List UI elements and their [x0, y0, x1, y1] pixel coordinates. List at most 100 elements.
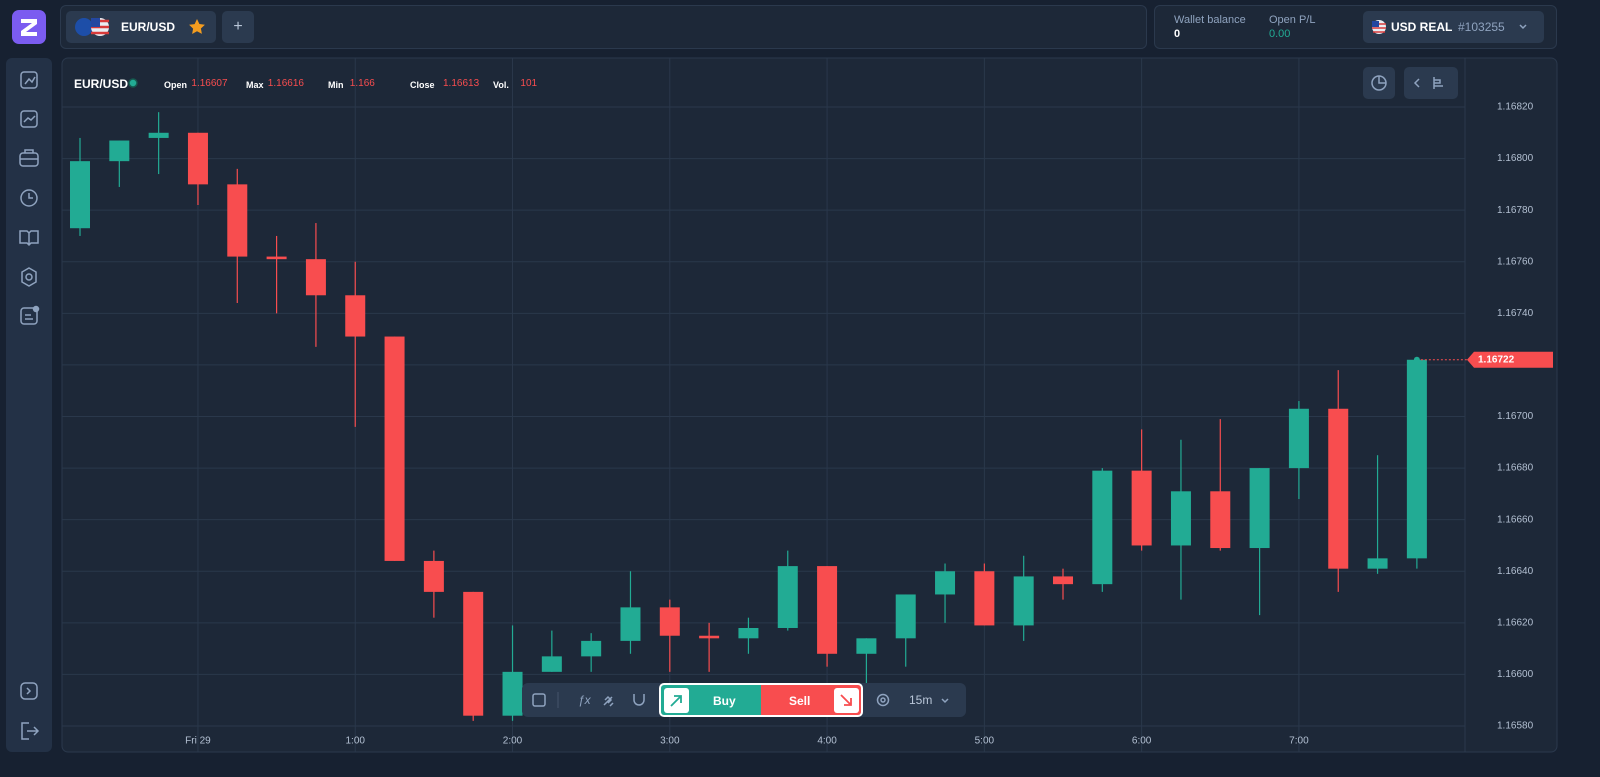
candle-body — [1288, 408, 1309, 469]
tool-icons: ƒx — [532, 692, 645, 708]
x-tick-label: 7:00 — [1289, 736, 1309, 747]
candle-body — [1170, 491, 1191, 546]
y-tick-label: 1.16620 — [1497, 617, 1534, 628]
stat-label: Max — [246, 80, 264, 90]
candle-body — [1406, 359, 1427, 559]
sell-icon — [834, 688, 859, 713]
candle-body — [1367, 558, 1388, 569]
y-tick-label: 1.16780 — [1497, 205, 1534, 216]
candle-body — [581, 640, 602, 657]
pl-value: 0.00 — [1269, 28, 1291, 40]
favorite-star[interactable] — [188, 18, 206, 36]
candle-body — [148, 132, 169, 138]
candle-body — [620, 607, 641, 641]
y-tick-label: 1.16680 — [1497, 463, 1534, 474]
y-tick-label: 1.16760 — [1497, 256, 1534, 267]
buy-label: Buy — [713, 694, 736, 708]
x-tick-label: 3:00 — [660, 736, 680, 747]
live-dot — [128, 78, 138, 88]
stat-label: Min — [328, 80, 344, 90]
pair-flags — [75, 18, 109, 36]
last-price-dot — [1413, 356, 1420, 363]
candle-body — [699, 635, 720, 639]
chart-type-button[interactable] — [1363, 67, 1395, 99]
stat-value: 101 — [520, 78, 538, 89]
chevron — [1519, 24, 1527, 30]
candle-body — [463, 591, 484, 716]
candle-body — [305, 259, 326, 296]
y-tick-label: 1.16820 — [1497, 102, 1534, 113]
logo-icon — [21, 19, 37, 36]
logo[interactable] — [12, 10, 46, 44]
candle-body — [266, 256, 287, 260]
stat-label: Close — [410, 80, 435, 90]
candle-body — [738, 627, 759, 639]
x-tick-label: Fri 29 — [185, 736, 211, 747]
sell-button[interactable]: Sell — [761, 683, 863, 717]
y-tick-label: 1.16640 — [1497, 566, 1534, 577]
interval-chevron — [941, 698, 949, 704]
candle-body — [227, 184, 248, 257]
y-tick-label: 1.16800 — [1497, 153, 1534, 164]
sidebar — [6, 58, 52, 752]
candle-body — [502, 671, 523, 716]
candle-body — [1053, 576, 1073, 585]
symbol: EUR/USD — [74, 77, 129, 91]
last-price-label: 1.16722 — [1478, 354, 1515, 365]
candle-body — [777, 566, 798, 628]
panel-toggle[interactable] — [1404, 67, 1458, 99]
candle-body — [70, 161, 90, 229]
settings-icon[interactable] — [876, 693, 890, 707]
x-tick-label: 6:00 — [1132, 736, 1152, 747]
stat-value: 1.16613 — [443, 78, 480, 89]
account-bar: Wallet balance 0 Open P/L 0.00 USD REAL … — [1154, 5, 1557, 49]
candle-body — [856, 638, 877, 654]
candle-body — [1013, 576, 1034, 626]
interval[interactable]: 15m — [909, 693, 933, 707]
candle-body — [187, 132, 208, 185]
candle-body — [895, 594, 916, 639]
y-tick-label: 1.16740 — [1497, 308, 1534, 319]
y-tick-label: 1.16700 — [1497, 411, 1534, 422]
candle-body — [1249, 468, 1270, 549]
stat-value: 1.166 — [349, 78, 375, 89]
candle-body — [1210, 491, 1231, 549]
sidebar-icons — [19, 71, 40, 740]
chart-panel — [61, 57, 1558, 753]
add-tab[interactable]: + — [222, 11, 254, 43]
candle-body — [974, 571, 995, 626]
icon — [1371, 75, 1387, 91]
y-tick-label: 1.16580 — [1497, 721, 1534, 732]
candle-body — [659, 607, 680, 636]
usd-flag — [1372, 20, 1386, 34]
candle-body — [423, 560, 444, 592]
pl-label: Open P/L — [1269, 14, 1316, 26]
x-tick-label: 2:00 — [503, 736, 523, 747]
pair-tab[interactable]: EUR/USD — [66, 11, 216, 43]
wallet-label: Wallet balance — [1174, 14, 1246, 26]
account-id: #103255 — [1458, 20, 1505, 34]
icon — [1413, 77, 1443, 89]
stat-label: Vol. — [493, 80, 509, 90]
buy-button[interactable]: Buy — [659, 683, 761, 717]
buy-icon — [664, 688, 689, 713]
y-tick-label: 1.16600 — [1497, 669, 1534, 680]
candle-body — [384, 336, 405, 561]
pair-name: EUR/USD — [121, 20, 176, 34]
wallet-value: 0 — [1174, 28, 1181, 40]
stat-value: 1.16607 — [191, 78, 228, 89]
x-tick-label: 4:00 — [817, 736, 837, 747]
y-tick-label: 1.16660 — [1497, 514, 1534, 525]
candle-body — [345, 295, 366, 337]
candle-body — [109, 140, 130, 162]
last-price-tag — [1467, 351, 1553, 368]
x-tick-label: 1:00 — [346, 736, 366, 747]
candle-body — [541, 656, 562, 672]
account-select[interactable]: USD REAL #103255 — [1363, 11, 1544, 43]
candle-body — [1092, 470, 1113, 585]
trade-toolbar: ƒx Buy Sell 15m — [522, 683, 966, 717]
sell-label: Sell — [789, 694, 811, 708]
candle-body — [1131, 470, 1152, 546]
